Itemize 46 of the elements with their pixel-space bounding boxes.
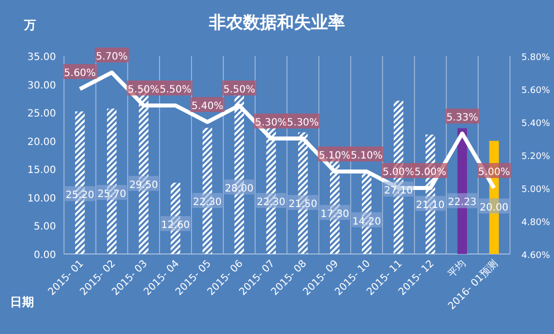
data-label: 17.30	[320, 208, 350, 220]
y2-tick-label: 4.80%	[521, 218, 550, 228]
data-label: 5.60%	[64, 68, 96, 79]
x-tick-label: 平均	[446, 258, 468, 280]
chart-title: 非农数据和失业率	[208, 13, 345, 33]
y-tick-label: 10.00	[27, 193, 56, 204]
data-label: 22.30	[193, 197, 222, 208]
y-tick-label: 35.00	[27, 52, 56, 63]
data-label: 25.20	[66, 190, 94, 202]
data-label: 5.10%	[350, 150, 383, 162]
y2-tick-label: 5.80%	[521, 53, 550, 63]
data-label: 14.20	[352, 216, 381, 228]
data-label: 25.70	[97, 188, 126, 200]
data-label: 21.50	[288, 198, 318, 210]
y2-tick-label: 4.60%	[521, 251, 550, 261]
data-label: 5.00%	[414, 167, 446, 178]
data-label: 5.50%	[160, 84, 192, 96]
data-label: 20.00	[480, 202, 508, 214]
y2-tick-label: 5.60%	[521, 86, 550, 96]
data-label: 5.00%	[478, 167, 510, 178]
y-tick-label: 20.00	[27, 136, 56, 148]
y-tick-label: 15.00	[27, 165, 56, 176]
data-label: 22.30	[256, 197, 286, 208]
y-tick-label: 25.00	[27, 108, 56, 120]
data-label: 5.70%	[96, 52, 128, 62]
data-label: 21.10	[416, 200, 445, 211]
x-axis-title: 日期	[10, 295, 34, 309]
data-label: 5.30%	[255, 118, 287, 128]
data-label: 22.23	[448, 197, 477, 208]
data-label: 29.50	[129, 180, 158, 191]
data-label: 12.60	[161, 220, 190, 232]
data-label: 5.50%	[223, 84, 256, 96]
data-label: 5.00%	[382, 167, 414, 178]
y2-tick-label: 5.00%	[521, 185, 550, 195]
y-tick-label: 0.00	[34, 250, 56, 261]
data-label: 5.33%	[446, 112, 478, 124]
y-axis-title: 万	[23, 18, 36, 32]
data-label: 5.10%	[318, 150, 351, 162]
data-label: 5.40%	[191, 101, 224, 112]
y2-tick-label: 5.40%	[521, 119, 550, 129]
y2-tick-label: 5.20%	[521, 152, 550, 162]
y-tick-label: 30.00	[27, 80, 56, 92]
data-label: 5.30%	[287, 118, 319, 128]
data-label: 28.00	[224, 183, 254, 194]
y-tick-label: 5.00	[34, 222, 56, 233]
data-label: 5.50%	[128, 84, 160, 96]
